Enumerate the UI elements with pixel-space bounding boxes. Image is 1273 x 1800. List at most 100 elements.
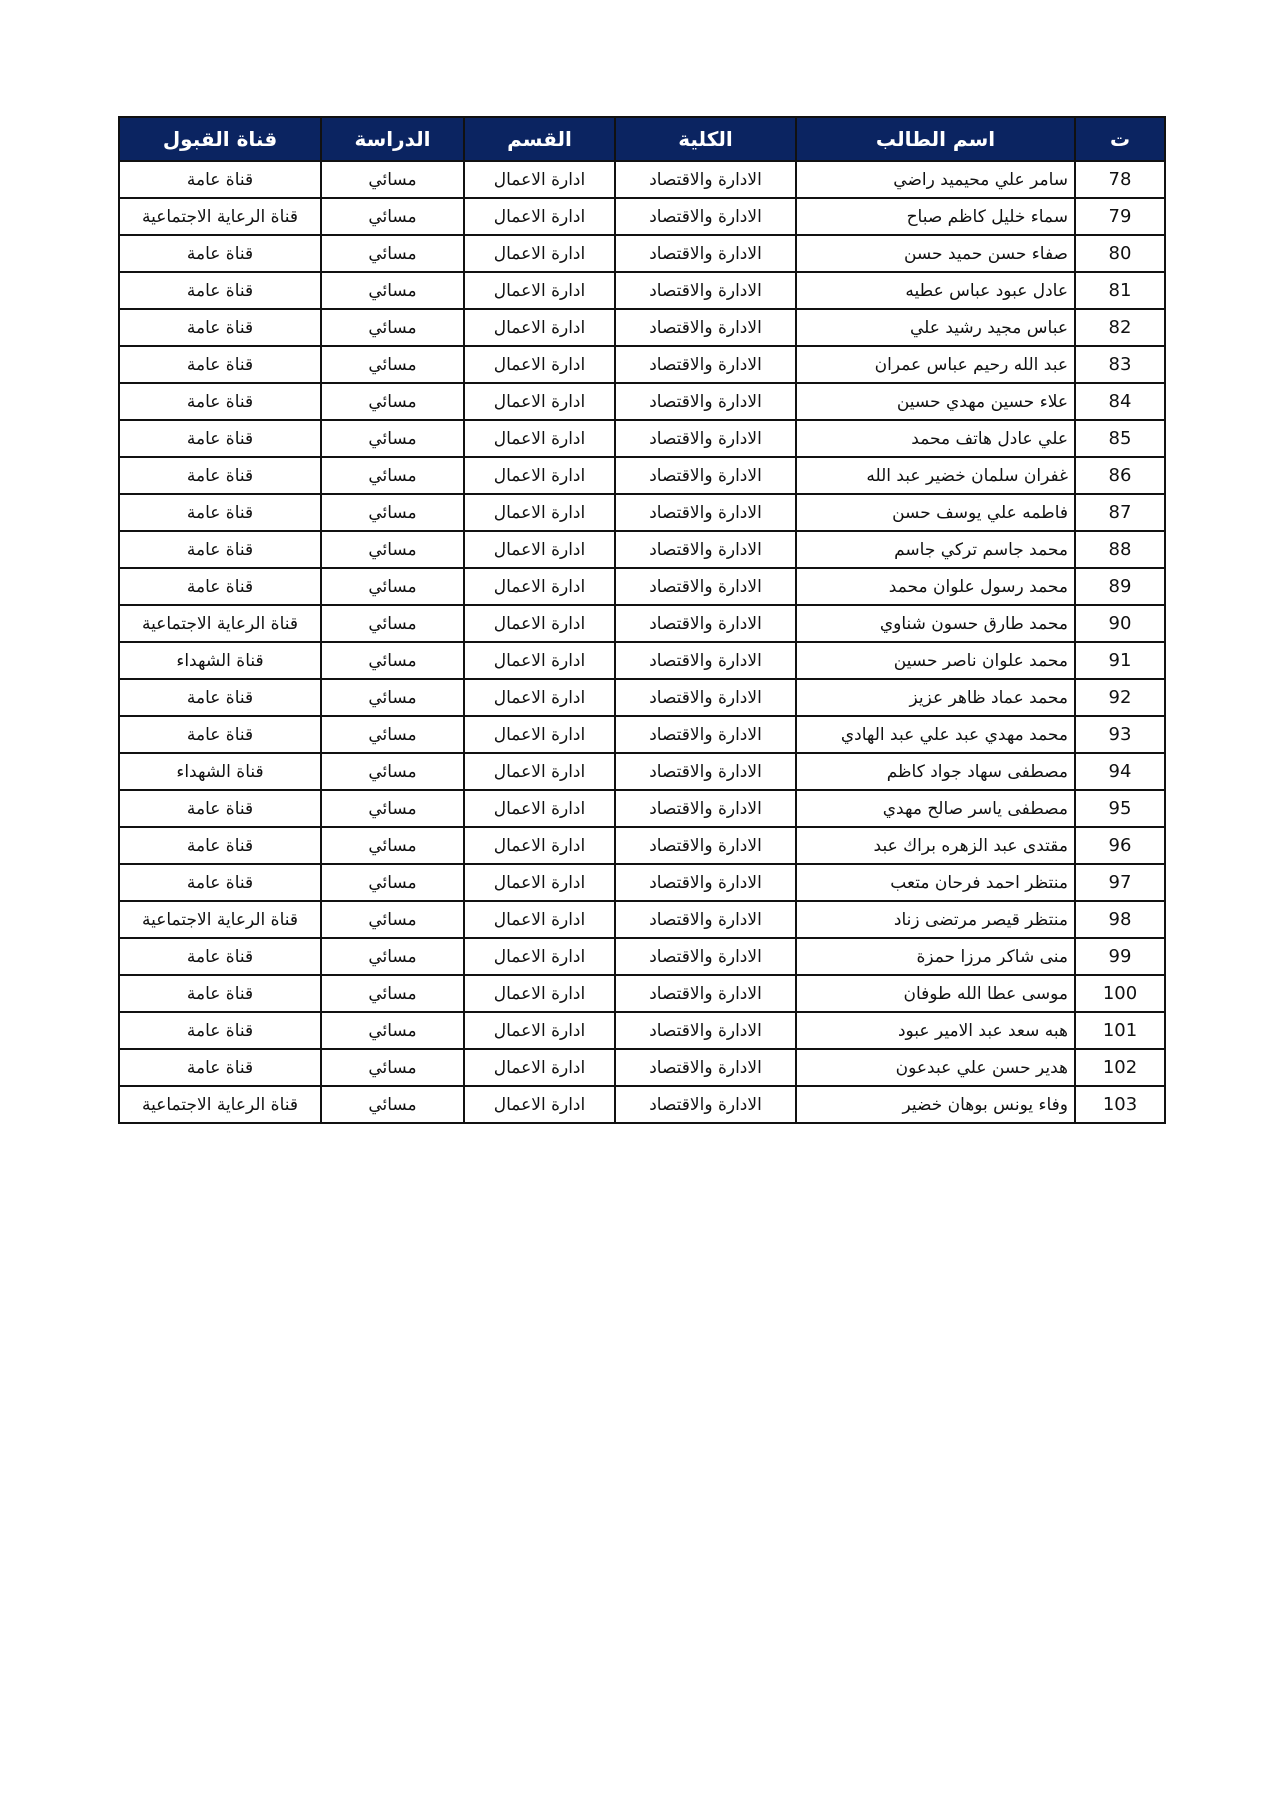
cell-department: ادارة الاعمال xyxy=(463,974,616,1013)
table-row: 100 موسى عطا الله طوفان الادارة والاقتصاد ا… xyxy=(118,974,1166,1013)
table-row: 95 مصطفى ياسر صالح مهدي الادارة والاقتصاد ا… xyxy=(118,789,1166,828)
cell-student-name: صفاء حسن حميد حسن xyxy=(795,234,1076,273)
table-row: 91 محمد علوان ناصر حسين الادارة والاقتصاد ا… xyxy=(118,641,1166,680)
cell-college: الادارة والاقتصاد xyxy=(614,752,797,791)
cell-student-name: محمد طارق حسون شناوي xyxy=(795,604,1076,643)
cell-student-name: منى شاكر مرزا حمزة xyxy=(795,937,1076,976)
cell-college: الادارة والاقتصاد xyxy=(614,160,797,199)
cell-college: الادارة والاقتصاد xyxy=(614,789,797,828)
cell-admission-channel: قناة عامة xyxy=(118,160,322,199)
cell-study: مسائي xyxy=(320,863,465,902)
cell-department: ادارة الاعمال xyxy=(463,678,616,717)
cell-number: 85 xyxy=(1074,419,1166,458)
cell-admission-channel: قناة عامة xyxy=(118,974,322,1013)
cell-student-name: هبه سعد عبد الامير عبود xyxy=(795,1011,1076,1050)
cell-student-name: مقتدى عبد الزهره براك عبد xyxy=(795,826,1076,865)
table-row: 78 سامر علي محيميد راضي الادارة والاقتصاد ا… xyxy=(118,160,1166,199)
cell-college: الادارة والاقتصاد xyxy=(614,604,797,643)
cell-department: ادارة الاعمال xyxy=(463,789,616,828)
cell-student-name: محمد علوان ناصر حسين xyxy=(795,641,1076,680)
cell-study: مسائي xyxy=(320,271,465,310)
cell-college: الادارة والاقتصاد xyxy=(614,197,797,236)
cell-admission-channel: قناة عامة xyxy=(118,382,322,421)
cell-student-name: منتظر قيصر مرتضى زناد xyxy=(795,900,1076,939)
cell-study: مسائي xyxy=(320,789,465,828)
cell-number: 89 xyxy=(1074,567,1166,606)
table-row: 103 وفاء يونس بوهان خضير الادارة والاقتصاد… xyxy=(118,1085,1166,1124)
cell-admission-channel: قناة عامة xyxy=(118,678,322,717)
cell-study: مسائي xyxy=(320,937,465,976)
cell-admission-channel: قناة عامة xyxy=(118,456,322,495)
cell-number: 80 xyxy=(1074,234,1166,273)
cell-admission-channel: قناة عامة xyxy=(118,419,322,458)
cell-college: الادارة والاقتصاد xyxy=(614,715,797,754)
cell-college: الادارة والاقتصاد xyxy=(614,863,797,902)
table-row: 83 عبد الله رحيم عباس عمران الادارة والاقت… xyxy=(118,345,1166,384)
cell-department: ادارة الاعمال xyxy=(463,234,616,273)
cell-admission-channel: قناة الشهداء xyxy=(118,752,322,791)
cell-admission-channel: قناة الرعاية الاجتماعية xyxy=(118,900,322,939)
table-row: 90 محمد طارق حسون شناوي الادارة والاقتصاد ا… xyxy=(118,604,1166,643)
cell-college: الادارة والاقتصاد xyxy=(614,900,797,939)
cell-department: ادارة الاعمال xyxy=(463,752,616,791)
students-table: ت اسم الطالب الكلية القسم الدراسة قناة ا… xyxy=(118,116,1166,1124)
cell-department: ادارة الاعمال xyxy=(463,715,616,754)
cell-number: 86 xyxy=(1074,456,1166,495)
cell-number: 82 xyxy=(1074,308,1166,347)
cell-study: مسائي xyxy=(320,493,465,532)
cell-number: 97 xyxy=(1074,863,1166,902)
table-row: 101 هبه سعد عبد الامير عبود الادارة والاقت… xyxy=(118,1011,1166,1050)
table-row: 92 محمد عماد ظاهر عزيز الادارة والاقتصاد اد… xyxy=(118,678,1166,717)
cell-admission-channel: قناة الرعاية الاجتماعية xyxy=(118,604,322,643)
cell-student-name: علاء حسين مهدي حسين xyxy=(795,382,1076,421)
table-row: 96 مقتدى عبد الزهره براك عبد الادارة والاق… xyxy=(118,826,1166,865)
cell-admission-channel: قناة عامة xyxy=(118,1011,322,1050)
cell-number: 100 xyxy=(1074,974,1166,1013)
cell-college: الادارة والاقتصاد xyxy=(614,345,797,384)
cell-admission-channel: قناة عامة xyxy=(118,863,322,902)
cell-department: ادارة الاعمال xyxy=(463,1085,616,1124)
table-row: 85 علي عادل هاتف محمد الادارة والاقتصاد ادا… xyxy=(118,419,1166,458)
cell-college: الادارة والاقتصاد xyxy=(614,271,797,310)
cell-college: الادارة والاقتصاد xyxy=(614,1011,797,1050)
cell-college: الادارة والاقتصاد xyxy=(614,1085,797,1124)
header-student-name: اسم الطالب xyxy=(795,116,1076,162)
cell-study: مسائي xyxy=(320,900,465,939)
cell-study: مسائي xyxy=(320,752,465,791)
cell-study: مسائي xyxy=(320,160,465,199)
cell-department: ادارة الاعمال xyxy=(463,419,616,458)
cell-department: ادارة الاعمال xyxy=(463,197,616,236)
cell-student-name: سماء خليل كاظم صباح xyxy=(795,197,1076,236)
cell-study: مسائي xyxy=(320,641,465,680)
header-department: القسم xyxy=(463,116,616,162)
cell-student-name: هدير حسن علي عبدعون xyxy=(795,1048,1076,1087)
cell-number: 81 xyxy=(1074,271,1166,310)
cell-study: مسائي xyxy=(320,308,465,347)
cell-student-name: عادل عبود عباس عطيه xyxy=(795,271,1076,310)
cell-student-name: مصطفى سهاد جواد كاظم xyxy=(795,752,1076,791)
cell-department: ادارة الاعمال xyxy=(463,271,616,310)
cell-admission-channel: قناة الرعاية الاجتماعية xyxy=(118,1085,322,1124)
cell-number: 103 xyxy=(1074,1085,1166,1124)
cell-number: 90 xyxy=(1074,604,1166,643)
cell-department: ادارة الاعمال xyxy=(463,308,616,347)
cell-college: الادارة والاقتصاد xyxy=(614,826,797,865)
cell-department: ادارة الاعمال xyxy=(463,567,616,606)
cell-department: ادارة الاعمال xyxy=(463,641,616,680)
cell-department: ادارة الاعمال xyxy=(463,1048,616,1087)
cell-number: 88 xyxy=(1074,530,1166,569)
cell-number: 102 xyxy=(1074,1048,1166,1087)
cell-number: 93 xyxy=(1074,715,1166,754)
table-row: 79 سماء خليل كاظم صباح الادارة والاقتصاد اد… xyxy=(118,197,1166,236)
table-row: 102 هدير حسن علي عبدعون الادارة والاقتصاد ا… xyxy=(118,1048,1166,1087)
cell-department: ادارة الاعمال xyxy=(463,382,616,421)
header-number: ت xyxy=(1074,116,1166,162)
cell-admission-channel: قناة عامة xyxy=(118,937,322,976)
cell-department: ادارة الاعمال xyxy=(463,493,616,532)
cell-number: 98 xyxy=(1074,900,1166,939)
cell-department: ادارة الاعمال xyxy=(463,900,616,939)
cell-college: الادارة والاقتصاد xyxy=(614,937,797,976)
cell-college: الادارة والاقتصاد xyxy=(614,493,797,532)
table-row: 82 عباس مجيد رشيد علي الادارة والاقتصاد ادا… xyxy=(118,308,1166,347)
cell-college: الادارة والاقتصاد xyxy=(614,382,797,421)
